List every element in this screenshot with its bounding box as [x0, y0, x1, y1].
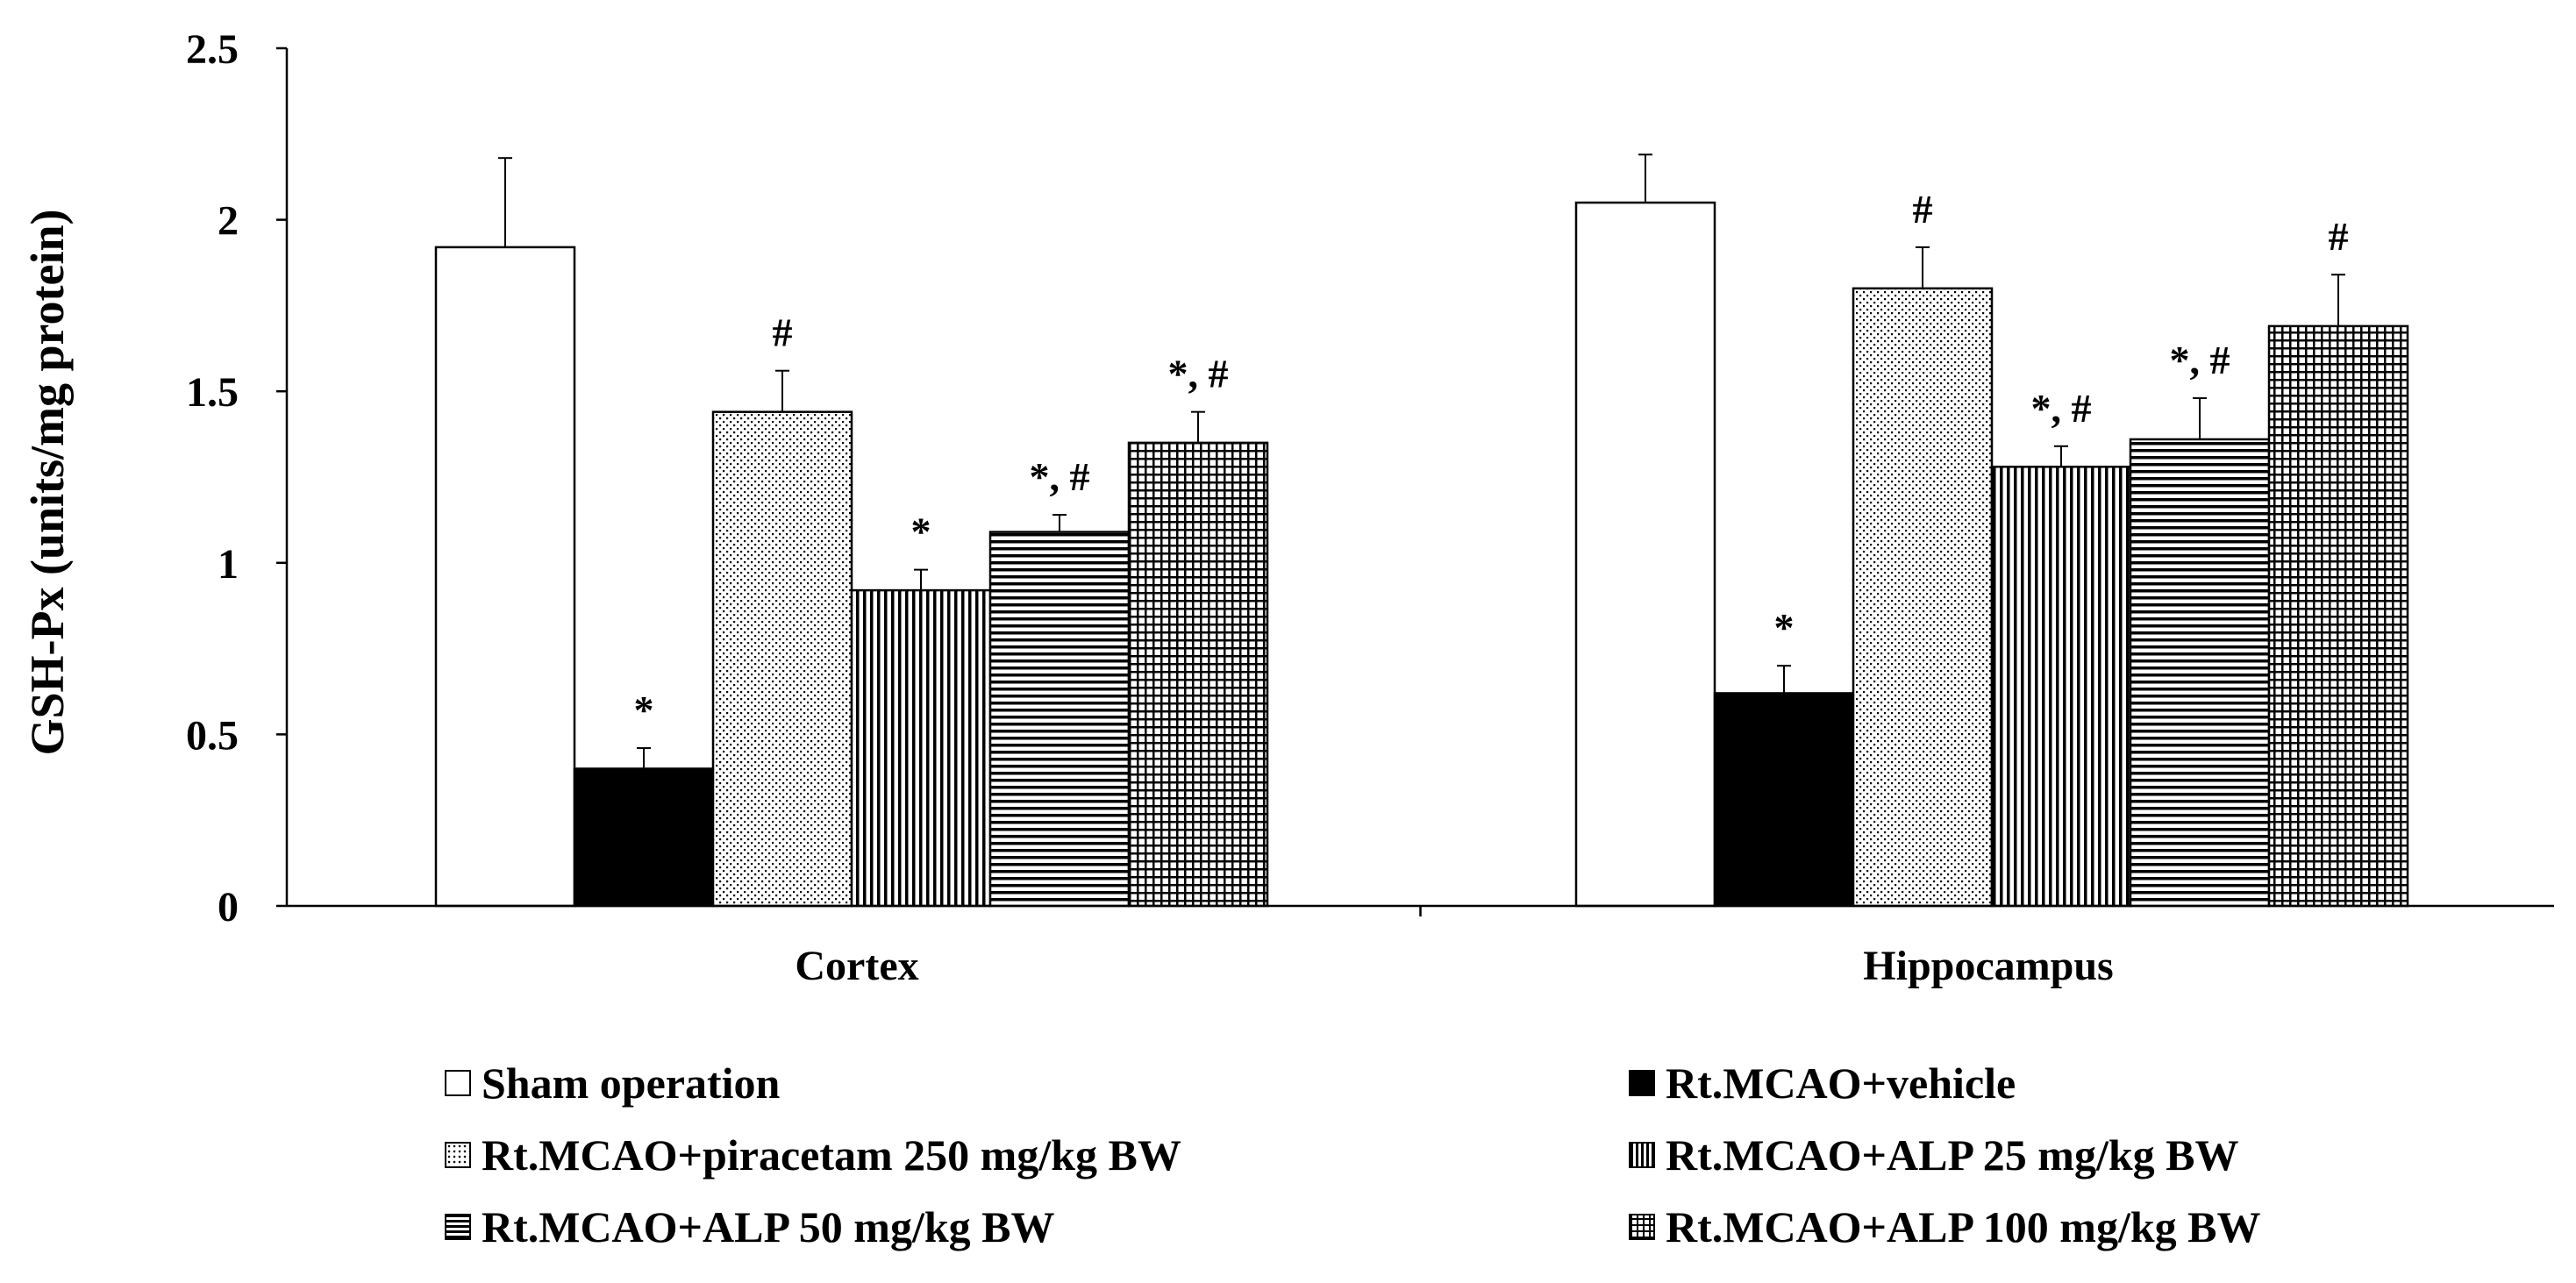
bar: [434, 246, 576, 908]
bar: [1127, 441, 1269, 908]
bar: [711, 410, 853, 908]
significance-marker: #: [2329, 214, 2349, 259]
y-axis-label: GSH-Px (units/mg protein): [21, 209, 74, 755]
bar: [1852, 287, 1994, 908]
y-tick-label: 2.5: [186, 26, 239, 73]
bar: [1990, 466, 2132, 908]
bar: [988, 531, 1131, 908]
significance-marker: *: [911, 510, 931, 554]
significance-annotations: * # * *, # *, # * # *, # *, # #: [634, 187, 2349, 732]
significance-marker: *: [1774, 605, 1795, 650]
significance-marker: *, #: [2170, 338, 2230, 382]
y-tick-label: 1: [218, 541, 239, 588]
y-tick-label: 2: [218, 198, 239, 245]
error-bars: [498, 153, 2345, 769]
category-label-cortex: Cortex: [795, 943, 918, 989]
bar: [1574, 201, 1716, 908]
significance-marker: *, #: [1168, 352, 1229, 396]
bar: [850, 588, 992, 908]
significance-marker: *, #: [1030, 454, 1090, 499]
bars: [434, 201, 2409, 908]
significance-marker: *, #: [2031, 386, 2092, 431]
bar: [573, 767, 715, 908]
significance-marker: #: [773, 310, 793, 355]
significance-marker: *: [634, 688, 654, 732]
bar: [1713, 692, 1855, 908]
bar: [2129, 438, 2271, 908]
y-tick-label: 1.5: [186, 369, 239, 416]
category-label-hippocampus: Hippocampus: [1863, 943, 2113, 989]
y-tick-labels: 0 0.5 1 1.5 2 2.5: [186, 26, 239, 930]
significance-marker: #: [1913, 187, 1933, 232]
y-tick-label: 0: [218, 884, 239, 930]
axes: [276, 46, 2554, 916]
bar: [2267, 324, 2409, 908]
y-tick-label: 0.5: [186, 712, 239, 759]
